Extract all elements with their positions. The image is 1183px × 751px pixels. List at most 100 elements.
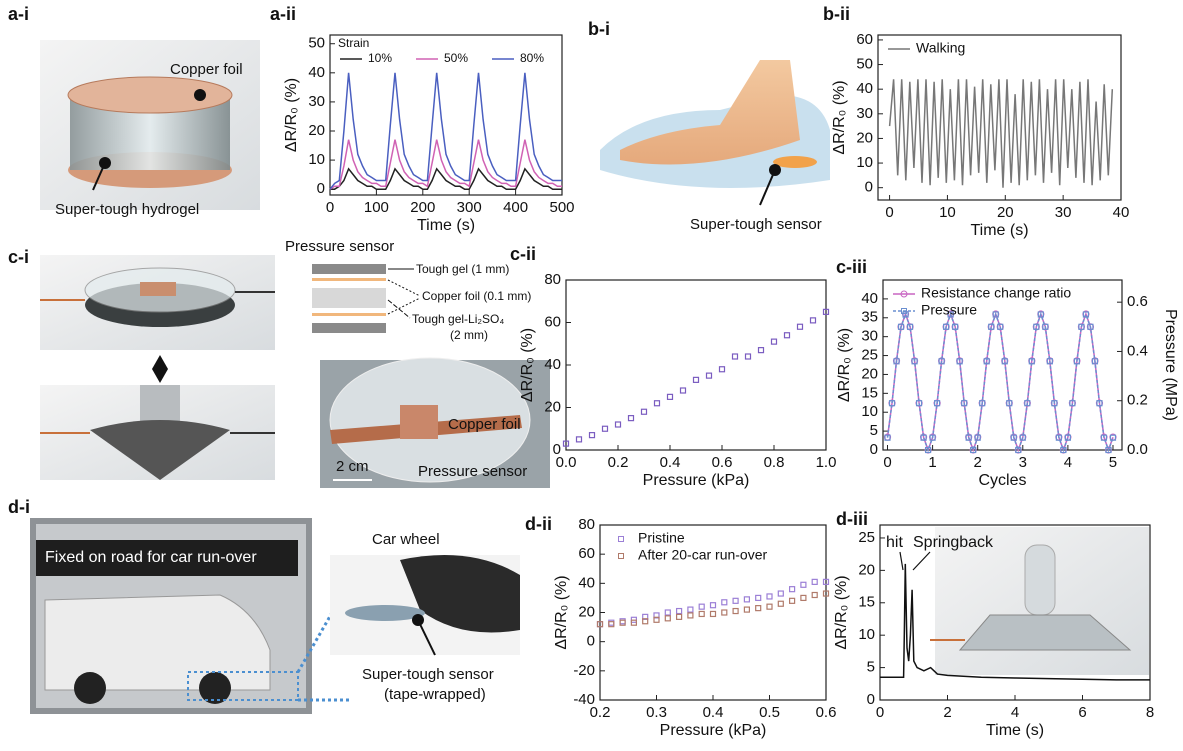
- layer: [312, 313, 386, 316]
- y-tick-label: 10: [861, 403, 878, 420]
- leader: [388, 280, 420, 296]
- panel-label: c-iii: [836, 257, 867, 277]
- y-tick-label: 0: [870, 441, 878, 458]
- data-point: [790, 587, 795, 592]
- figure: a-i Copper foil Super-tough hydrogel b-i…: [0, 0, 1183, 751]
- y-tick-label: 20: [308, 122, 325, 139]
- y-tick-label: 0: [865, 179, 873, 196]
- data-point: [720, 367, 725, 372]
- y-axis-label: ΔR/R₀ (%): [833, 575, 850, 649]
- legend-title: Strain: [338, 36, 369, 50]
- data-point: [688, 613, 693, 618]
- label: Tough gel-Li₂SO₄: [412, 312, 504, 326]
- x-tick-label: 0.8: [764, 454, 785, 471]
- data-point: [744, 597, 749, 602]
- label: Copper foil: [170, 61, 243, 78]
- series-line: [888, 314, 1114, 450]
- copper: [400, 405, 438, 439]
- y-tick-label: 40: [308, 64, 325, 81]
- data-point: [609, 622, 614, 627]
- copper: [140, 282, 176, 296]
- pointer: [194, 89, 206, 101]
- x-tick-label: 0.3: [646, 704, 667, 721]
- y-tick-label: 25: [858, 529, 875, 546]
- y-tick-label: 0: [317, 180, 325, 197]
- y-axis-label: ΔR/R₀ (%): [519, 328, 536, 402]
- y-axis-label: ΔR/R₀ (%): [283, 78, 300, 152]
- data-point: [711, 611, 716, 616]
- y2-tick-label: 0.6: [1127, 293, 1148, 310]
- panel-label: b-ii: [823, 4, 850, 24]
- y-tick-label: 20: [861, 365, 878, 382]
- data-point: [733, 598, 738, 603]
- x-tick-label: 400: [503, 199, 528, 216]
- data-point: [767, 604, 772, 609]
- y-tick-label: 0: [587, 633, 595, 650]
- y2-axis-label: Pressure (MPa): [1162, 309, 1179, 421]
- panel-label: d-i: [8, 497, 30, 517]
- x-tick-label: 2: [974, 454, 982, 471]
- x-tick-label: 0.4: [703, 704, 724, 721]
- data-point: [746, 354, 751, 359]
- data-point: [759, 348, 764, 353]
- legend-label: Pressure: [921, 302, 977, 318]
- panel-label: c-i: [8, 247, 29, 267]
- x-axis-label: Time (s): [970, 222, 1028, 239]
- y-tick-label: 60: [544, 313, 561, 330]
- y-tick-label: 5: [867, 659, 875, 676]
- wheel: [199, 672, 231, 704]
- annotation-arrow: [900, 552, 903, 570]
- data-point: [790, 598, 795, 603]
- x-axis-label: Cycles: [978, 472, 1026, 489]
- data-point: [577, 437, 582, 442]
- x-tick-label: 30: [1055, 204, 1072, 221]
- y-tick-label: 50: [308, 35, 325, 52]
- data-point: [603, 426, 608, 431]
- y-tick-label: 25: [861, 347, 878, 364]
- x-axis-label: Pressure (kPa): [660, 722, 767, 739]
- x-tick-label: 2: [943, 704, 951, 721]
- data-point: [699, 611, 704, 616]
- press: [140, 385, 180, 425]
- y-tick-label: 40: [856, 80, 873, 97]
- legend-label: Walking: [916, 40, 965, 56]
- data-point: [665, 616, 670, 621]
- label: (tape-wrapped): [384, 686, 486, 703]
- y-tick-label: 5: [870, 422, 878, 439]
- y-tick-label: 20: [578, 603, 595, 620]
- plot-frame: [566, 280, 826, 450]
- x-tick-label: 4: [1011, 704, 1019, 721]
- y-tick-label: 10: [856, 154, 873, 171]
- data-point: [609, 620, 614, 625]
- data-point: [744, 607, 749, 612]
- x-tick-label: 0: [885, 204, 893, 221]
- annotation: hit: [886, 534, 903, 551]
- data-point: [722, 600, 727, 605]
- data-point: [756, 606, 761, 611]
- y-tick-label: 80: [578, 516, 595, 533]
- series-line: [888, 315, 1114, 451]
- series-line: [890, 79, 1113, 187]
- y-tick-label: 40: [861, 290, 878, 307]
- x-tick-label: 40: [1113, 204, 1130, 221]
- data-point: [778, 601, 783, 606]
- panel-label: d-ii: [525, 514, 552, 534]
- x-tick-label: 20: [997, 204, 1014, 221]
- chart: c-ii0.00.20.40.60.81.0020406080Pressure …: [510, 244, 836, 489]
- panel-a-i: a-i Copper foil Super-tough hydrogel: [8, 4, 260, 218]
- y-tick-label: 0: [553, 441, 561, 458]
- y-tick-label: 40: [544, 356, 561, 373]
- label: Copper foil: [448, 416, 521, 433]
- data-point: [665, 610, 670, 615]
- data-point: [629, 416, 634, 421]
- layer: [312, 323, 386, 333]
- data-point: [677, 614, 682, 619]
- data-point: [707, 373, 712, 378]
- x-tick-label: 0.5: [759, 704, 780, 721]
- x-tick-label: 10: [939, 204, 956, 221]
- panel-label: a-i: [8, 4, 29, 24]
- y-tick-label: -20: [573, 662, 595, 679]
- y-tick-label: 30: [861, 328, 878, 345]
